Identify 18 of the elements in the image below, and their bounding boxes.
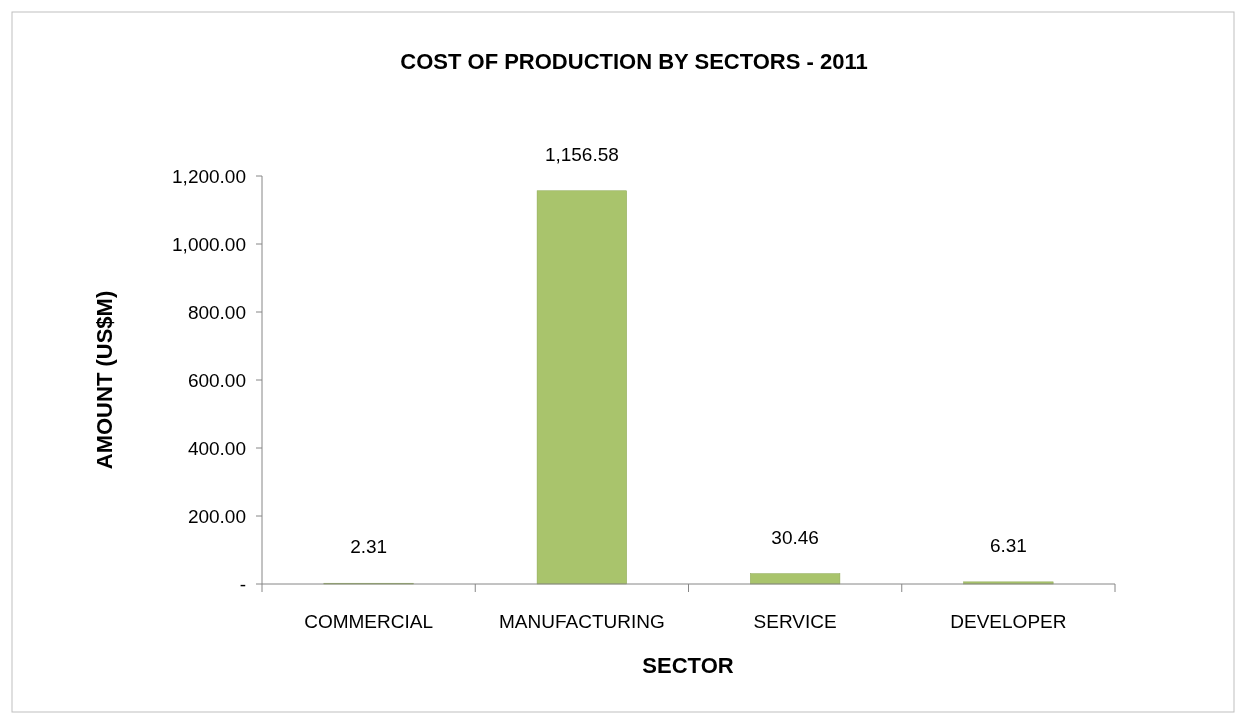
y-tick-label: 200.00 [187,505,246,527]
data-label: 6.31 [989,534,1027,556]
y-tick-label: 1,000.00 [172,233,246,255]
y-tick-label: 400.00 [187,437,246,459]
y-tick-label: 1,200.00 [172,165,246,187]
data-label: 2.31 [350,536,388,558]
data-label: 30.46 [771,526,819,548]
x-tick-label: COMMERCIAL [304,611,434,632]
y-tick-label: 600.00 [187,369,246,391]
x-tick-label: DEVELOPER [950,611,1067,632]
x-tick-label: MANUFACTURING [499,611,665,632]
x-tick-label: SERVICE [753,611,837,632]
x-axis-title: SECTOR [642,653,734,678]
y-tick-label: - [239,573,246,595]
y-tick-label: 800.00 [187,301,246,323]
chart-title: COST OF PRODUCTION BY SECTORS - 2011 [400,49,868,74]
data-label: 1,156.58 [544,143,619,165]
y-axis-title: AMOUNT (US$M) [92,290,117,470]
